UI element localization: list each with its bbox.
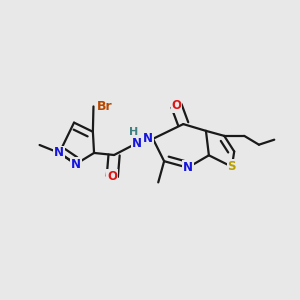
Text: O: O bbox=[172, 99, 182, 112]
Text: N: N bbox=[54, 146, 64, 159]
Text: Br: Br bbox=[96, 100, 112, 113]
Text: O: O bbox=[107, 170, 117, 183]
Text: N: N bbox=[183, 161, 193, 174]
Text: S: S bbox=[228, 160, 236, 173]
Text: N: N bbox=[71, 158, 81, 171]
Text: H: H bbox=[129, 127, 138, 137]
Text: N: N bbox=[132, 137, 142, 150]
Text: N: N bbox=[143, 132, 153, 145]
